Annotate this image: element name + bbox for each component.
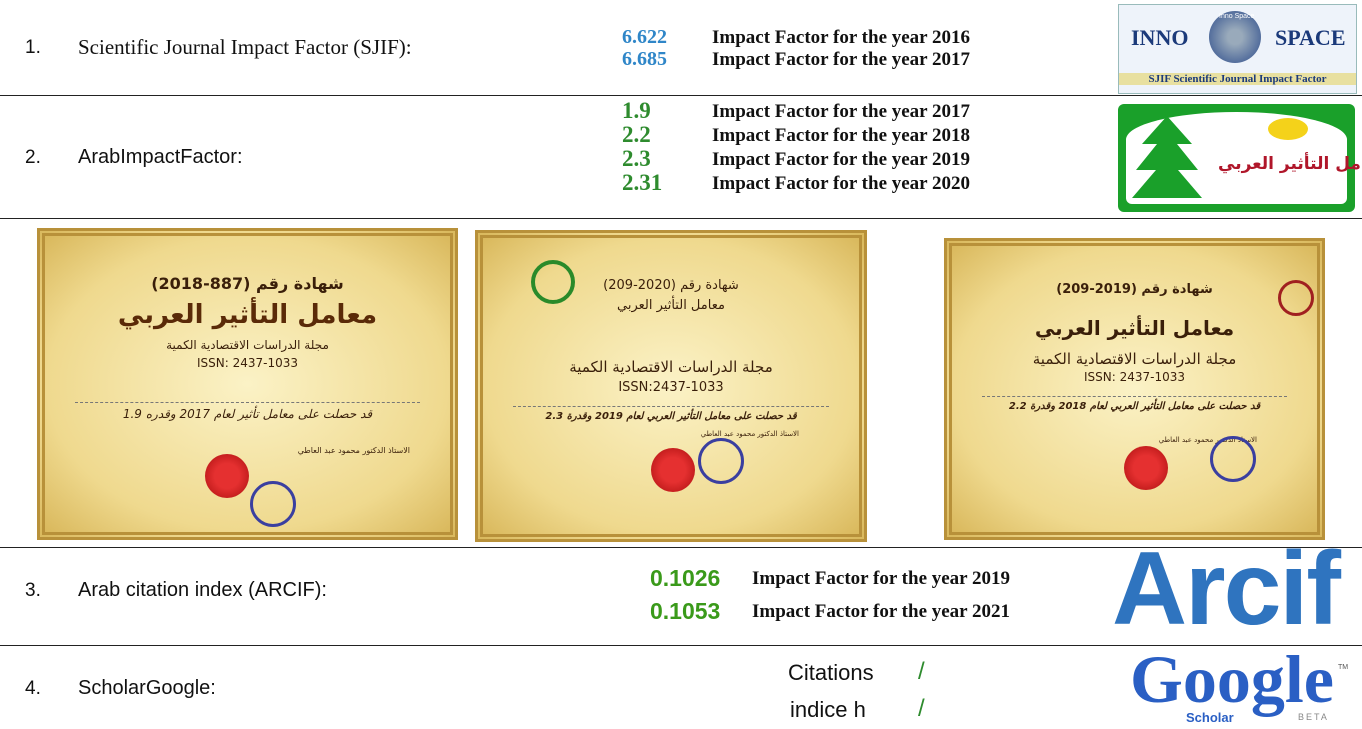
- stamp: [250, 481, 296, 527]
- factor-label: Impact Factor for the year 2017: [712, 49, 970, 71]
- stamp: [698, 438, 744, 484]
- logo-subtitle: Scholar: [1186, 710, 1234, 725]
- cert-journal: مجلة الدراسات الاقتصادية الكمية: [952, 350, 1317, 368]
- seal: [651, 448, 695, 492]
- metric-label: Citations: [788, 660, 874, 686]
- cert-statement: قد حصلت على معامل التأثير العربي لعام 20…: [513, 406, 829, 422]
- cert-statement: قد حصلت على معامل التأثير العربي لعام 20…: [982, 396, 1287, 412]
- logo-badge: Inno Space: [1219, 13, 1254, 20]
- cert-issn: ISSN:2437-1033: [483, 380, 859, 395]
- logo-tag: BETA: [1298, 712, 1329, 722]
- row-name: Scientific Journal Impact Factor (SJIF):: [78, 35, 412, 60]
- factor-label: Impact Factor for the year 2018: [712, 125, 970, 147]
- divider: [0, 95, 1362, 96]
- row-number: 2.: [25, 147, 41, 169]
- divider: [0, 218, 1362, 219]
- sjif-logo: INNO Inno Space SPACE SJIF Scientific Jo…: [1118, 4, 1357, 94]
- cert-journal: مجلة الدراسات الاقتصادية الكمية: [483, 358, 859, 376]
- factor-value: 2.2: [622, 122, 651, 148]
- cert-signatory: الاستاذ الدكتور محمود عبد العاطي: [298, 446, 410, 455]
- factor-label: Impact Factor for the year 2019: [752, 568, 1010, 590]
- cert-signatory: الاستاذ الدكتور محمود عبد العاطي: [701, 430, 799, 438]
- arab-if-logo: معامل التأثير العربي: [1118, 104, 1355, 212]
- certificate: شهادة رقم (2019-209) معامل التأثير العرب…: [944, 238, 1325, 540]
- cert-number: شهادة رقم (2019-209): [952, 282, 1317, 297]
- factor-label: Impact Factor for the year 2017: [712, 101, 970, 123]
- row-number: 3.: [25, 580, 41, 602]
- factor-value: 6.685: [622, 48, 667, 71]
- cert-number: شهادة رقم (887-2018): [45, 274, 450, 293]
- metric-label: indice h: [790, 697, 866, 723]
- metric-value: /: [918, 695, 925, 723]
- logo-tm: TM: [1338, 664, 1348, 671]
- cert-title: معامل التأثير العربي: [952, 316, 1317, 340]
- row-number: 1.: [25, 37, 41, 59]
- cert-emblem: [1278, 280, 1314, 316]
- logo-caption: SJIF Scientific Journal Impact Factor: [1119, 73, 1356, 85]
- row-name: Arab citation index (ARCIF):: [78, 579, 327, 602]
- factor-label: Impact Factor for the year 2019: [712, 149, 970, 171]
- arcif-logo: Arcif: [1112, 530, 1339, 649]
- factor-value: 2.31: [622, 170, 662, 196]
- seal: [205, 454, 249, 498]
- metric-value: /: [918, 658, 925, 686]
- seal: [1124, 446, 1168, 490]
- logo-text: INNO: [1131, 25, 1188, 51]
- factor-label: Impact Factor for the year 2016: [712, 27, 970, 49]
- logo-text: SPACE: [1275, 25, 1346, 51]
- cert-issn: ISSN: 2437-1033: [45, 356, 450, 370]
- factor-value: 6.622: [622, 26, 667, 49]
- factor-value: 0.1053: [650, 598, 720, 625]
- factor-value: 0.1026: [650, 565, 720, 592]
- certificate: شهادة رقم (2020-209) معامل التأثير العرب…: [475, 230, 867, 542]
- factor-label: Impact Factor for the year 2021: [752, 601, 1010, 623]
- cert-title: معامل التأثير العربي: [483, 298, 859, 313]
- row-number: 4.: [25, 678, 41, 700]
- cert-title: معامل التأثير العربي: [45, 300, 450, 330]
- union-emblem: [531, 260, 575, 304]
- cert-issn: ISSN: 2437-1033: [952, 370, 1317, 384]
- cert-journal: مجلة الدراسات الاقتصادية الكمية: [45, 338, 450, 352]
- cert-statement: قد حصلت على معامل تأثير لعام 2017 وقدره …: [75, 402, 420, 421]
- document-page: 1. Scientific Journal Impact Factor (SJI…: [0, 0, 1362, 729]
- factor-label: Impact Factor for the year 2020: [712, 173, 970, 195]
- factor-value: 2.3: [622, 146, 651, 172]
- stamp: [1210, 436, 1256, 482]
- certificate: شهادة رقم (887-2018) معامل التأثير العرب…: [37, 228, 458, 540]
- row-name: ScholarGoogle:: [78, 677, 216, 700]
- factor-value: 1.9: [622, 98, 651, 124]
- row-name: ArabImpactFactor:: [78, 146, 243, 169]
- logo-sun: [1268, 118, 1308, 140]
- logo-text: معامل التأثير العربي: [1218, 154, 1362, 174]
- google-logo: Google: [1130, 640, 1334, 719]
- logo-tree: [1132, 114, 1202, 204]
